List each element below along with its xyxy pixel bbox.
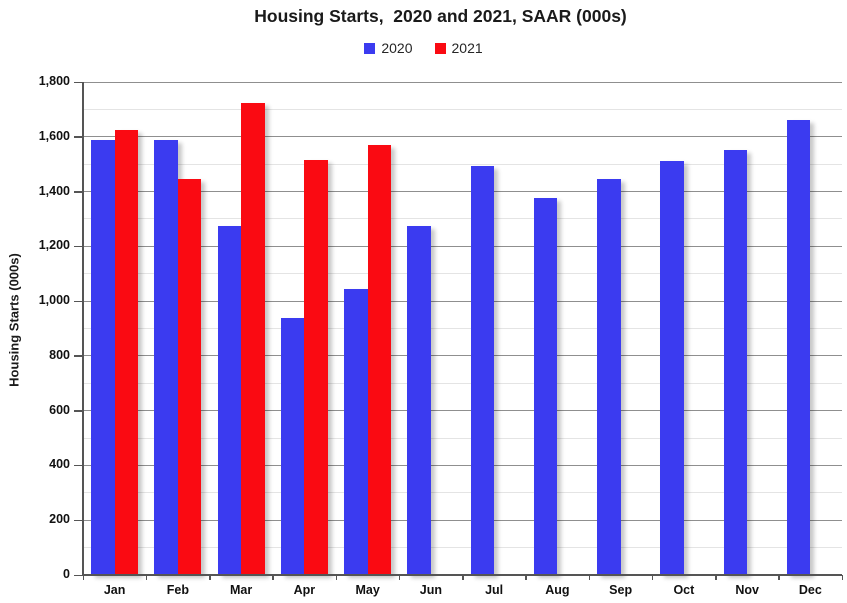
x-tick-label-may: May (355, 583, 380, 597)
chart-title: Housing Starts, 2020 and 2021, SAAR (000… (254, 6, 627, 26)
y-axis-line (82, 82, 84, 575)
x-tick-label-mar: Mar (230, 583, 253, 597)
bar-2020-mar (217, 225, 242, 575)
legend-swatch-2020-icon (364, 42, 376, 54)
x-tick-label-feb: Feb (166, 583, 189, 597)
x-tick (82, 575, 84, 580)
x-tick (525, 575, 527, 580)
x-tick-label-jun: Jun (419, 583, 442, 597)
gridline (83, 437, 842, 439)
x-tick-label-sep: Sep (609, 583, 633, 597)
x-tick (462, 575, 464, 580)
bar-2020-jul (470, 165, 495, 575)
y-tick (74, 245, 83, 248)
x-tick-label-aug: Aug (545, 583, 570, 597)
x-tick (398, 575, 401, 580)
gridline (83, 355, 842, 357)
gridline (83, 108, 842, 110)
bar-2020-dec (786, 120, 811, 575)
legend: 2020 2021 (0, 39, 847, 57)
y-tick-label: 1,000 (38, 293, 70, 308)
bar-2020-feb (154, 139, 178, 575)
x-tick-label-jul: Jul (485, 583, 504, 597)
x-tick (335, 575, 337, 580)
x-tick (841, 575, 843, 580)
y-tick-label: 1,800 (38, 74, 70, 88)
gridline (83, 163, 842, 165)
bar-2020-sep (597, 179, 621, 575)
gridline (83, 136, 842, 138)
y-tick (74, 355, 83, 357)
gridline (83, 300, 842, 302)
y-tick-label: 200 (49, 512, 70, 527)
legend-label-2020: 2020 (381, 40, 413, 56)
x-tick (715, 575, 717, 580)
y-tick-label: 600 (49, 402, 70, 417)
bar-2020-jun (407, 225, 431, 575)
gridline (83, 410, 842, 412)
gridline (83, 328, 842, 329)
y-tick-label: 1,400 (38, 183, 70, 198)
y-tick (74, 136, 83, 138)
y-tick (74, 574, 83, 576)
bar-2021-may (367, 144, 392, 575)
x-tick (778, 575, 780, 580)
gridline (83, 273, 842, 275)
y-tick-label: 0 (63, 567, 70, 581)
gridline (83, 519, 842, 521)
y-tick (74, 300, 83, 303)
x-tick (588, 575, 590, 580)
y-tick (74, 410, 83, 412)
y-tick-label: 1,600 (38, 128, 70, 143)
bar-2020-aug (533, 198, 558, 575)
gridline (83, 218, 842, 220)
x-tick-label-nov: Nov (735, 583, 759, 597)
legend-item-2020: 2020 (364, 40, 413, 56)
gridline (83, 492, 842, 494)
y-tick (74, 81, 83, 83)
x-tick-label-jan: Jan (103, 583, 126, 597)
gridline (83, 191, 842, 193)
bar-2021-mar (241, 102, 265, 575)
legend-label-2021: 2021 (451, 40, 483, 56)
y-tick (74, 519, 83, 522)
x-tick (209, 575, 211, 580)
x-tick (272, 575, 274, 580)
y-tick (74, 464, 83, 467)
gridline (83, 245, 842, 247)
x-tick (145, 575, 148, 580)
gridline (83, 81, 842, 83)
y-tick-label: 1,200 (38, 238, 70, 253)
bar-2020-apr (280, 317, 305, 575)
gridline (83, 547, 842, 549)
bar-2021-feb (177, 179, 202, 575)
bar-2020-jan (91, 139, 115, 575)
legend-swatch-2021-icon (434, 42, 446, 54)
legend-item-2021: 2021 (434, 40, 483, 56)
bar-2020-oct (660, 161, 684, 575)
bar-2020-nov (723, 150, 748, 575)
y-tick-label: 400 (49, 457, 70, 472)
bar-2021-jan (114, 129, 139, 575)
x-axis-line (82, 574, 842, 576)
bar-2020-may (344, 288, 368, 575)
x-tick-label-oct: Oct (673, 583, 695, 597)
gridline (83, 464, 842, 466)
y-tick-label: 800 (49, 347, 70, 362)
y-tick (74, 191, 83, 193)
x-tick (651, 575, 654, 580)
gridline (83, 382, 842, 384)
bar-2021-apr (304, 160, 328, 575)
x-tick-label-apr: Apr (293, 583, 316, 597)
x-tick-label-dec: Dec (798, 583, 822, 597)
